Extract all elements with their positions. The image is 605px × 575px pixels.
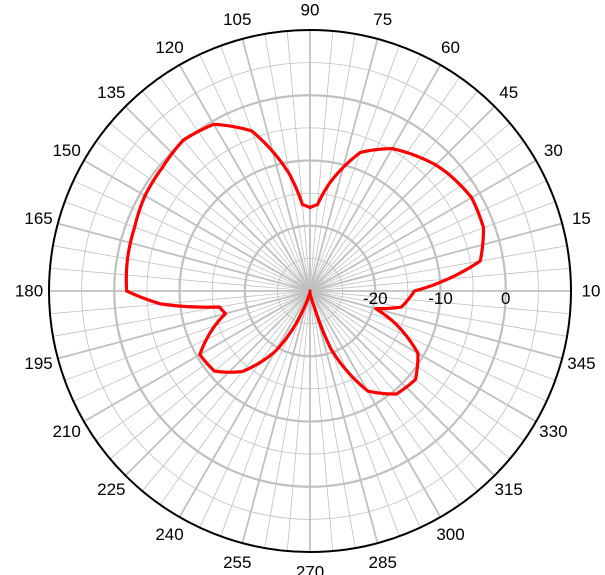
angle-tick-label: 315 [495, 480, 523, 499]
angle-tick-label: 270 [296, 563, 324, 575]
major-spoke [309, 290, 442, 518]
series-layer [124, 122, 486, 396]
angle-tick-label: 210 [52, 422, 80, 441]
major-spoke [309, 290, 496, 477]
angle-tick-label: 75 [373, 10, 392, 29]
angle-tick-label: 285 [369, 553, 397, 572]
major-spoke [309, 64, 442, 292]
major-spoke [309, 290, 379, 544]
angle-tick-label: 30 [544, 141, 563, 160]
major-spoke [124, 290, 311, 477]
angle-tick-label: 330 [539, 422, 567, 441]
grid-layer [49, 30, 571, 552]
major-spoke [178, 290, 311, 518]
angle-tick-label: 150 [52, 141, 80, 160]
angle-tick-label: 120 [155, 38, 183, 57]
major-spoke [57, 222, 311, 292]
major-spoke [309, 159, 537, 292]
radial-tick-label: -10 [428, 289, 453, 308]
angle-tick-label: 105 [223, 10, 251, 29]
major-spoke [124, 105, 311, 292]
major-spoke [309, 222, 563, 292]
angle-tick-label: 60 [441, 38, 460, 57]
angle-tick-label: 195 [24, 354, 52, 373]
angle-tick-label: 135 [97, 83, 125, 102]
outer-circle [48, 29, 572, 553]
major-spoke [83, 159, 311, 292]
labels-layer: 10 15 30 45 60 75 90 105 120 135 150 165 180 195 210 22… [15, 1, 601, 575]
radial-tick-label: 0 [501, 289, 510, 308]
major-spoke [57, 290, 311, 360]
radial-tick-label: -20 [363, 289, 388, 308]
major-spoke [178, 64, 311, 292]
major-spoke [241, 38, 311, 292]
outline-layer [48, 29, 572, 553]
angle-tick-label: 225 [97, 480, 125, 499]
angle-tick-label: 45 [499, 83, 518, 102]
angle-tick-label: 90 [301, 1, 320, 20]
angle-tick-label: 255 [223, 553, 251, 572]
major-spoke [241, 290, 311, 544]
major-spoke [309, 290, 563, 360]
angle-tick-label: 300 [436, 525, 464, 544]
major-spoke [309, 105, 496, 292]
series-line-0 [124, 122, 486, 396]
major-spoke [309, 290, 537, 423]
angle-tick-label: 345 [567, 354, 595, 373]
angle-tick-label: 180 [15, 282, 43, 301]
angle-tick-label: 15 [572, 209, 591, 228]
angle-tick-label: 240 [155, 525, 183, 544]
angle-tick-label: 10 [582, 282, 601, 301]
angle-tick-label: 165 [24, 209, 52, 228]
major-spoke [83, 290, 311, 423]
